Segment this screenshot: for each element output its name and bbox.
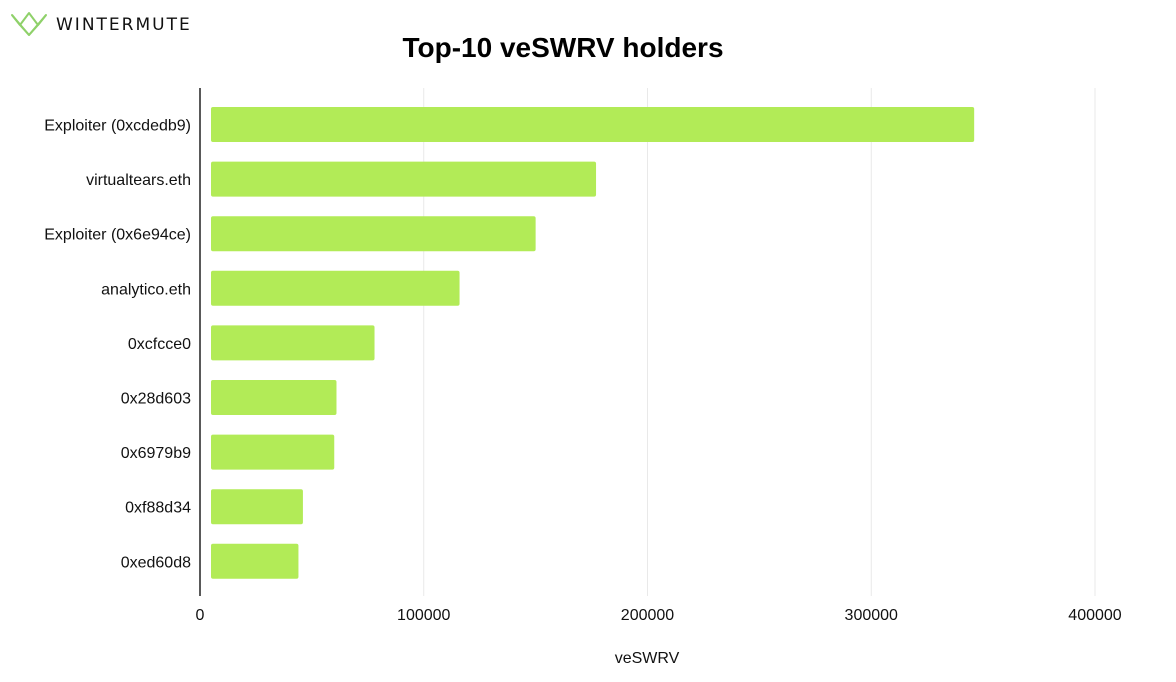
category-label: Exploiter (0x6e94ce)	[44, 227, 191, 244]
category-label: 0xed60d8	[121, 554, 191, 571]
category-labels: Exploiter (0xcdedb9) virtualtears.eth Expl…	[44, 118, 191, 572]
wintermute-logo-icon	[11, 12, 47, 36]
bar	[211, 107, 975, 142]
brand-header: WINTERMUTE	[10, 8, 192, 42]
x-tick-label: 200000	[621, 607, 674, 624]
bars	[211, 107, 975, 579]
x-tick-label: 300000	[845, 607, 898, 624]
x-tick-label: 100000	[397, 607, 450, 624]
brand-name: WINTERMUTE	[56, 15, 192, 35]
category-label: virtualtears.eth	[86, 172, 191, 189]
bar	[211, 380, 337, 415]
bar	[211, 161, 597, 197]
category-label: 0xf88d34	[125, 500, 191, 517]
category-label: 0xcfcce0	[128, 336, 191, 353]
category-label: Exploiter (0xcdedb9)	[44, 118, 191, 135]
x-tick-label: 400000	[1068, 607, 1121, 624]
bar	[211, 434, 335, 470]
bar	[211, 543, 299, 579]
chart-title: Top-10 veSWRV holders	[402, 32, 723, 63]
bar	[211, 325, 375, 361]
bar	[211, 489, 303, 525]
x-tick-labels: 0 100000 200000 300000 400000	[196, 607, 1122, 624]
category-label: 0x6979b9	[121, 445, 191, 462]
bar	[211, 216, 536, 252]
x-tick-label: 0	[196, 607, 205, 624]
category-label: 0x28d603	[121, 391, 191, 408]
category-label: analytico.eth	[101, 281, 191, 298]
bar	[211, 270, 460, 306]
x-axis-title: veSWRV	[615, 650, 680, 667]
